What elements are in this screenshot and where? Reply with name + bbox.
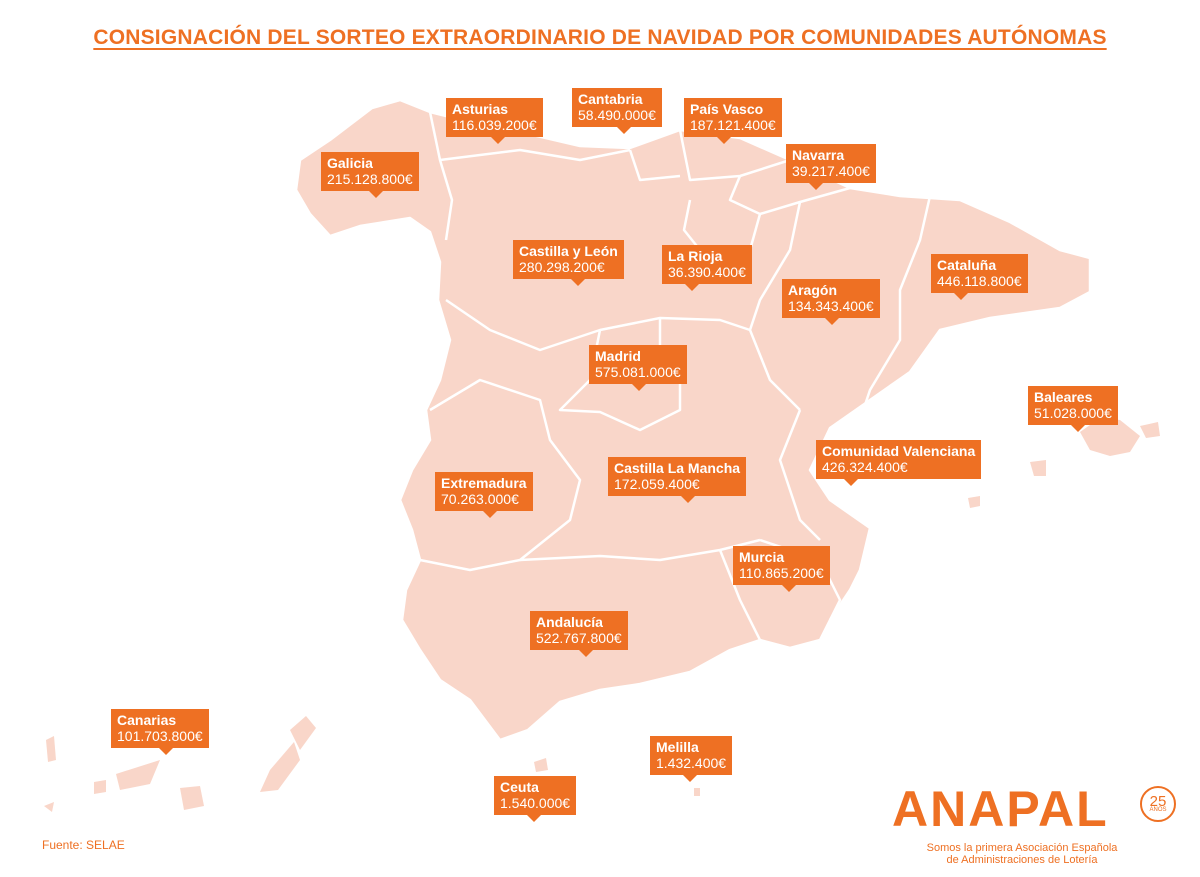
border-vasco xyxy=(678,129,791,182)
island-ibiza xyxy=(1030,460,1046,476)
island-tenerife xyxy=(116,760,160,790)
border-aragon-east xyxy=(858,195,932,421)
label-melilla: Melilla 1.432.400€ xyxy=(650,736,733,782)
border-valencia xyxy=(778,409,821,541)
island-hierro xyxy=(44,802,54,812)
island-fuerteventura xyxy=(260,742,300,792)
label-asturias: Asturias 116.039.200€ xyxy=(446,98,543,144)
island-la-palma xyxy=(46,736,56,762)
border-extremadura xyxy=(419,378,582,572)
border-galicia xyxy=(428,111,454,241)
anapal-logo: ANAPAL xyxy=(892,781,1109,837)
island-formentera xyxy=(968,496,980,508)
island-gomera xyxy=(94,780,106,794)
label-murcia: Murcia 110.865.200€ xyxy=(733,546,830,592)
logo-tagline: Somos la primera Asociación Española de … xyxy=(926,842,1118,866)
border-aragon-west xyxy=(748,201,802,411)
label-navarra: Navarra 39.217.400€ xyxy=(786,144,876,190)
label-ceuta: Ceuta 1.540.000€ xyxy=(494,776,577,822)
peninsula-outline xyxy=(294,98,1092,742)
label-valencia: Comunidad Valenciana 426.324.400€ xyxy=(816,440,982,486)
label-madrid: Madrid 575.081.000€ xyxy=(589,345,687,391)
label-andalucia: Andalucía 522.767.800€ xyxy=(530,611,628,657)
anniversary-badge: 25 AÑOS xyxy=(1140,786,1176,822)
label-cataluna: Cataluña 446.118.800€ xyxy=(931,254,1028,300)
island-mallorca xyxy=(1080,418,1140,456)
badge-sub: AÑOS xyxy=(1149,807,1167,813)
badge-number: 25 xyxy=(1149,793,1167,810)
label-extremadura: Extremadura 70.263.000€ xyxy=(435,472,533,518)
label-cantabria: Cantabria 58.490.000€ xyxy=(572,88,662,134)
island-gran-canaria xyxy=(180,786,204,810)
label-castilla-leon: Castilla y León 280.298.200€ xyxy=(513,240,624,286)
melilla-shape xyxy=(694,788,700,796)
label-castilla-mancha: Castilla La Mancha 172.059.400€ xyxy=(608,457,747,503)
label-pais-vasco: País Vasco 187.121.400€ xyxy=(684,98,782,144)
border-cantabria xyxy=(628,149,681,182)
island-menorca xyxy=(1140,422,1160,438)
label-la-rioja: La Rioja 36.390.400€ xyxy=(662,245,752,291)
label-aragon: Aragón 134.343.400€ xyxy=(782,279,880,325)
island-lanzarote xyxy=(290,716,316,750)
ceuta-shape xyxy=(534,758,548,772)
border-asturias xyxy=(439,148,631,162)
label-canarias: Canarias 101.703.800€ xyxy=(111,709,209,755)
source-note: Fuente: SELAE xyxy=(42,838,125,852)
label-galicia: Galicia 215.128.800€ xyxy=(321,152,419,198)
label-baleares: Baleares 51.028.000€ xyxy=(1028,386,1118,432)
page-title: CONSIGNACIÓN DEL SORTEO EXTRAORDINARIO D… xyxy=(93,26,1107,49)
